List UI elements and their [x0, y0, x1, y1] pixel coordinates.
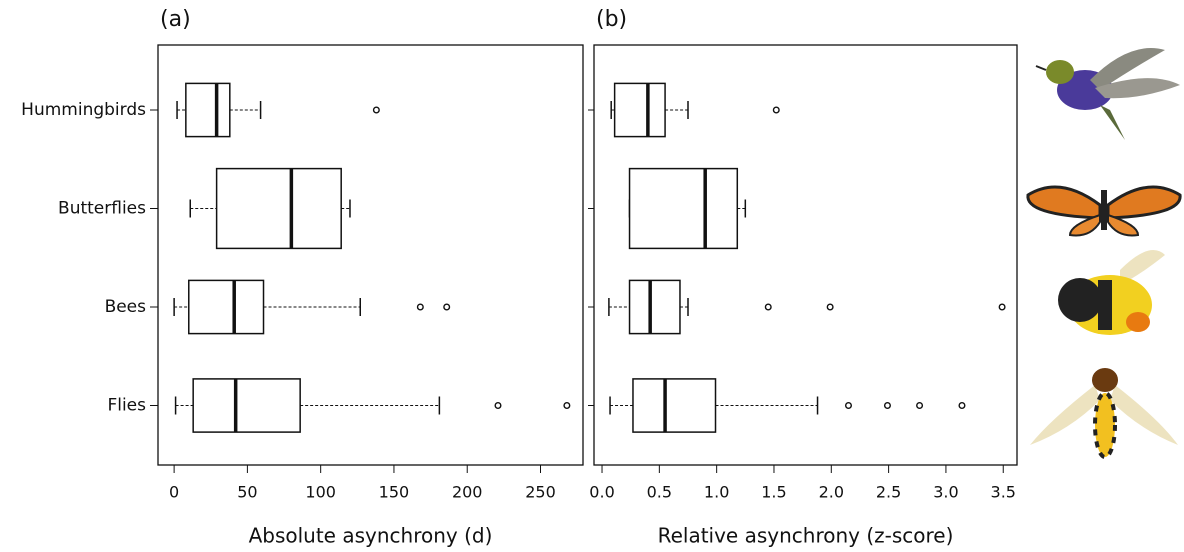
x-tick-label: 0.5: [647, 483, 672, 502]
outlier: [772, 106, 780, 114]
x-tick-label: 50: [237, 483, 257, 502]
outlier: [372, 106, 380, 114]
x-tick-label: 0.0: [589, 483, 614, 502]
x-tick-label: 150: [379, 483, 410, 502]
x-tick-label: 1.0: [704, 483, 729, 502]
x-axis-label: Absolute asynchrony (d): [249, 524, 493, 548]
box: [192, 378, 301, 433]
x-tick-label: 2.0: [819, 483, 844, 502]
y-tick-label: Butterflies: [58, 199, 146, 219]
panel-label: (a): [160, 7, 191, 32]
box: [628, 279, 681, 335]
x-tick-label: 3.5: [991, 483, 1016, 502]
plot-frame: [593, 44, 1018, 466]
fly-illustration: [1030, 368, 1178, 459]
x-tick-label: 2.5: [876, 483, 901, 502]
box: [613, 82, 666, 138]
box: [185, 82, 231, 138]
y-tick-label: Bees: [105, 297, 147, 317]
panel-label: (b): [596, 7, 627, 32]
outlier: [764, 303, 772, 311]
plot-frame: [157, 44, 584, 466]
outlier: [563, 402, 571, 410]
x-tick-label: 250: [525, 483, 556, 502]
y-tick-label: Hummingbirds: [21, 100, 146, 120]
x-tick-label: 1.5: [761, 483, 786, 502]
outlier: [958, 402, 966, 410]
outlier: [844, 402, 852, 410]
x-tick-label: 100: [305, 483, 336, 502]
x-axis-label: Relative asynchrony (z-score): [658, 524, 954, 548]
hummingbird-illustration: [1035, 48, 1180, 140]
bee-illustration: [1058, 250, 1165, 335]
outlier: [443, 303, 451, 311]
outlier: [826, 303, 834, 311]
x-tick-label: 200: [452, 483, 483, 502]
outlier: [998, 303, 1006, 311]
box: [632, 378, 717, 433]
outlier: [416, 303, 424, 311]
outlier: [494, 402, 502, 410]
x-tick-label: 3.0: [933, 483, 958, 502]
box: [215, 167, 342, 250]
y-tick-label: Flies: [107, 396, 146, 416]
outlier: [916, 402, 924, 410]
outlier: [883, 402, 891, 410]
box: [628, 167, 739, 250]
box: [188, 279, 265, 335]
butterfly-illustration: [1026, 185, 1182, 237]
x-tick-label: 0: [169, 483, 179, 502]
